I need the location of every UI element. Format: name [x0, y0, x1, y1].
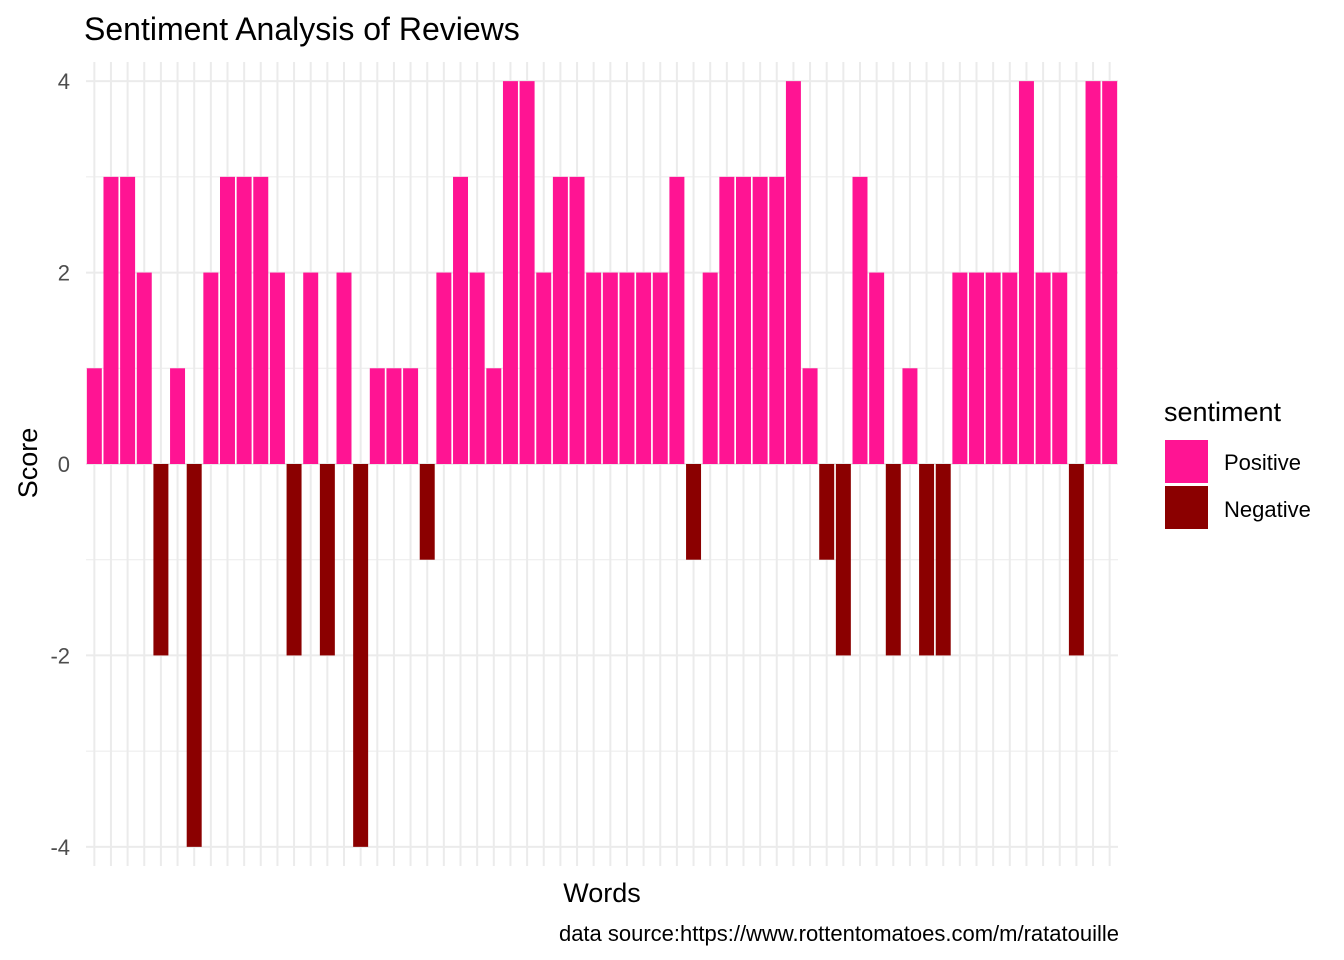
bar-negative [319, 464, 335, 656]
bar-positive [170, 368, 186, 464]
bar-negative [153, 464, 169, 656]
bar-positive [1018, 81, 1034, 465]
bar-positive [719, 176, 735, 464]
bar-positive [1085, 81, 1101, 465]
bar-positive [519, 81, 535, 465]
chart-title: Sentiment Analysis of Reviews [84, 11, 520, 47]
legend-title: sentiment [1164, 397, 1282, 427]
legend-swatch-negative [1165, 486, 1208, 529]
bar-positive [785, 81, 801, 465]
bar-positive [436, 272, 452, 464]
bar-positive [269, 272, 285, 464]
y-axis-ticks: -4 -2 0 2 4 [50, 69, 70, 860]
legend-label-negative: Negative [1224, 497, 1311, 522]
y-tick-label: 2 [58, 261, 70, 286]
bar-layer [86, 81, 1118, 847]
bar-positive [203, 272, 219, 464]
bar-positive [120, 176, 136, 464]
y-tick-label: 4 [58, 69, 70, 94]
y-tick-label: 0 [58, 452, 70, 477]
bar-positive [802, 368, 818, 464]
x-axis-title: Words [563, 878, 641, 908]
bar-positive [336, 272, 352, 464]
bar-negative [686, 464, 702, 560]
bar-positive [952, 272, 968, 464]
bar-positive [136, 272, 152, 464]
bar-negative [919, 464, 935, 656]
bar-positive [669, 176, 685, 464]
bar-positive [552, 176, 568, 464]
bar-positive [869, 272, 885, 464]
legend: sentiment Positive Negative [1164, 397, 1311, 529]
bar-positive [502, 81, 518, 465]
bar-positive [602, 272, 618, 464]
bar-positive [752, 176, 768, 464]
bar-positive [569, 176, 585, 464]
bar-positive [219, 176, 235, 464]
bar-positive [852, 176, 868, 464]
bar-positive [369, 368, 385, 464]
bar-negative [935, 464, 951, 656]
bar-negative [835, 464, 851, 656]
legend-swatch-positive [1165, 440, 1208, 483]
bar-positive [103, 176, 119, 464]
bar-positive [486, 368, 502, 464]
bar-positive [1002, 272, 1018, 464]
bar-positive [253, 176, 269, 464]
bar-negative [186, 464, 202, 847]
bar-positive [902, 368, 918, 464]
bar-positive [536, 272, 552, 464]
bar-negative [819, 464, 835, 560]
data-source-caption: data source:https://www.rottentomatoes.c… [559, 921, 1119, 946]
y-tick-label: -2 [50, 643, 70, 668]
bar-positive [985, 272, 1001, 464]
bar-negative [1068, 464, 1084, 656]
legend-label-positive: Positive [1224, 450, 1301, 475]
bar-positive [969, 272, 985, 464]
bar-negative [419, 464, 435, 560]
bar-positive [86, 368, 102, 464]
bar-positive [469, 272, 485, 464]
bar-positive [636, 272, 652, 464]
bar-negative [885, 464, 901, 656]
bar-positive [1102, 81, 1118, 465]
bar-positive [453, 176, 469, 464]
bar-positive [735, 176, 751, 464]
y-axis-title: Score [13, 428, 43, 499]
bar-positive [652, 272, 668, 464]
bar-positive [1035, 272, 1051, 464]
y-tick-label: -4 [50, 835, 70, 860]
bar-positive [702, 272, 718, 464]
bar-positive [386, 368, 402, 464]
bar-positive [1052, 272, 1068, 464]
bar-positive [303, 272, 319, 464]
bar-positive [236, 176, 252, 464]
bar-positive [619, 272, 635, 464]
bar-positive [586, 272, 602, 464]
bar-negative [286, 464, 302, 656]
bar-negative [353, 464, 369, 847]
bar-positive [403, 368, 419, 464]
bar-positive [769, 176, 785, 464]
